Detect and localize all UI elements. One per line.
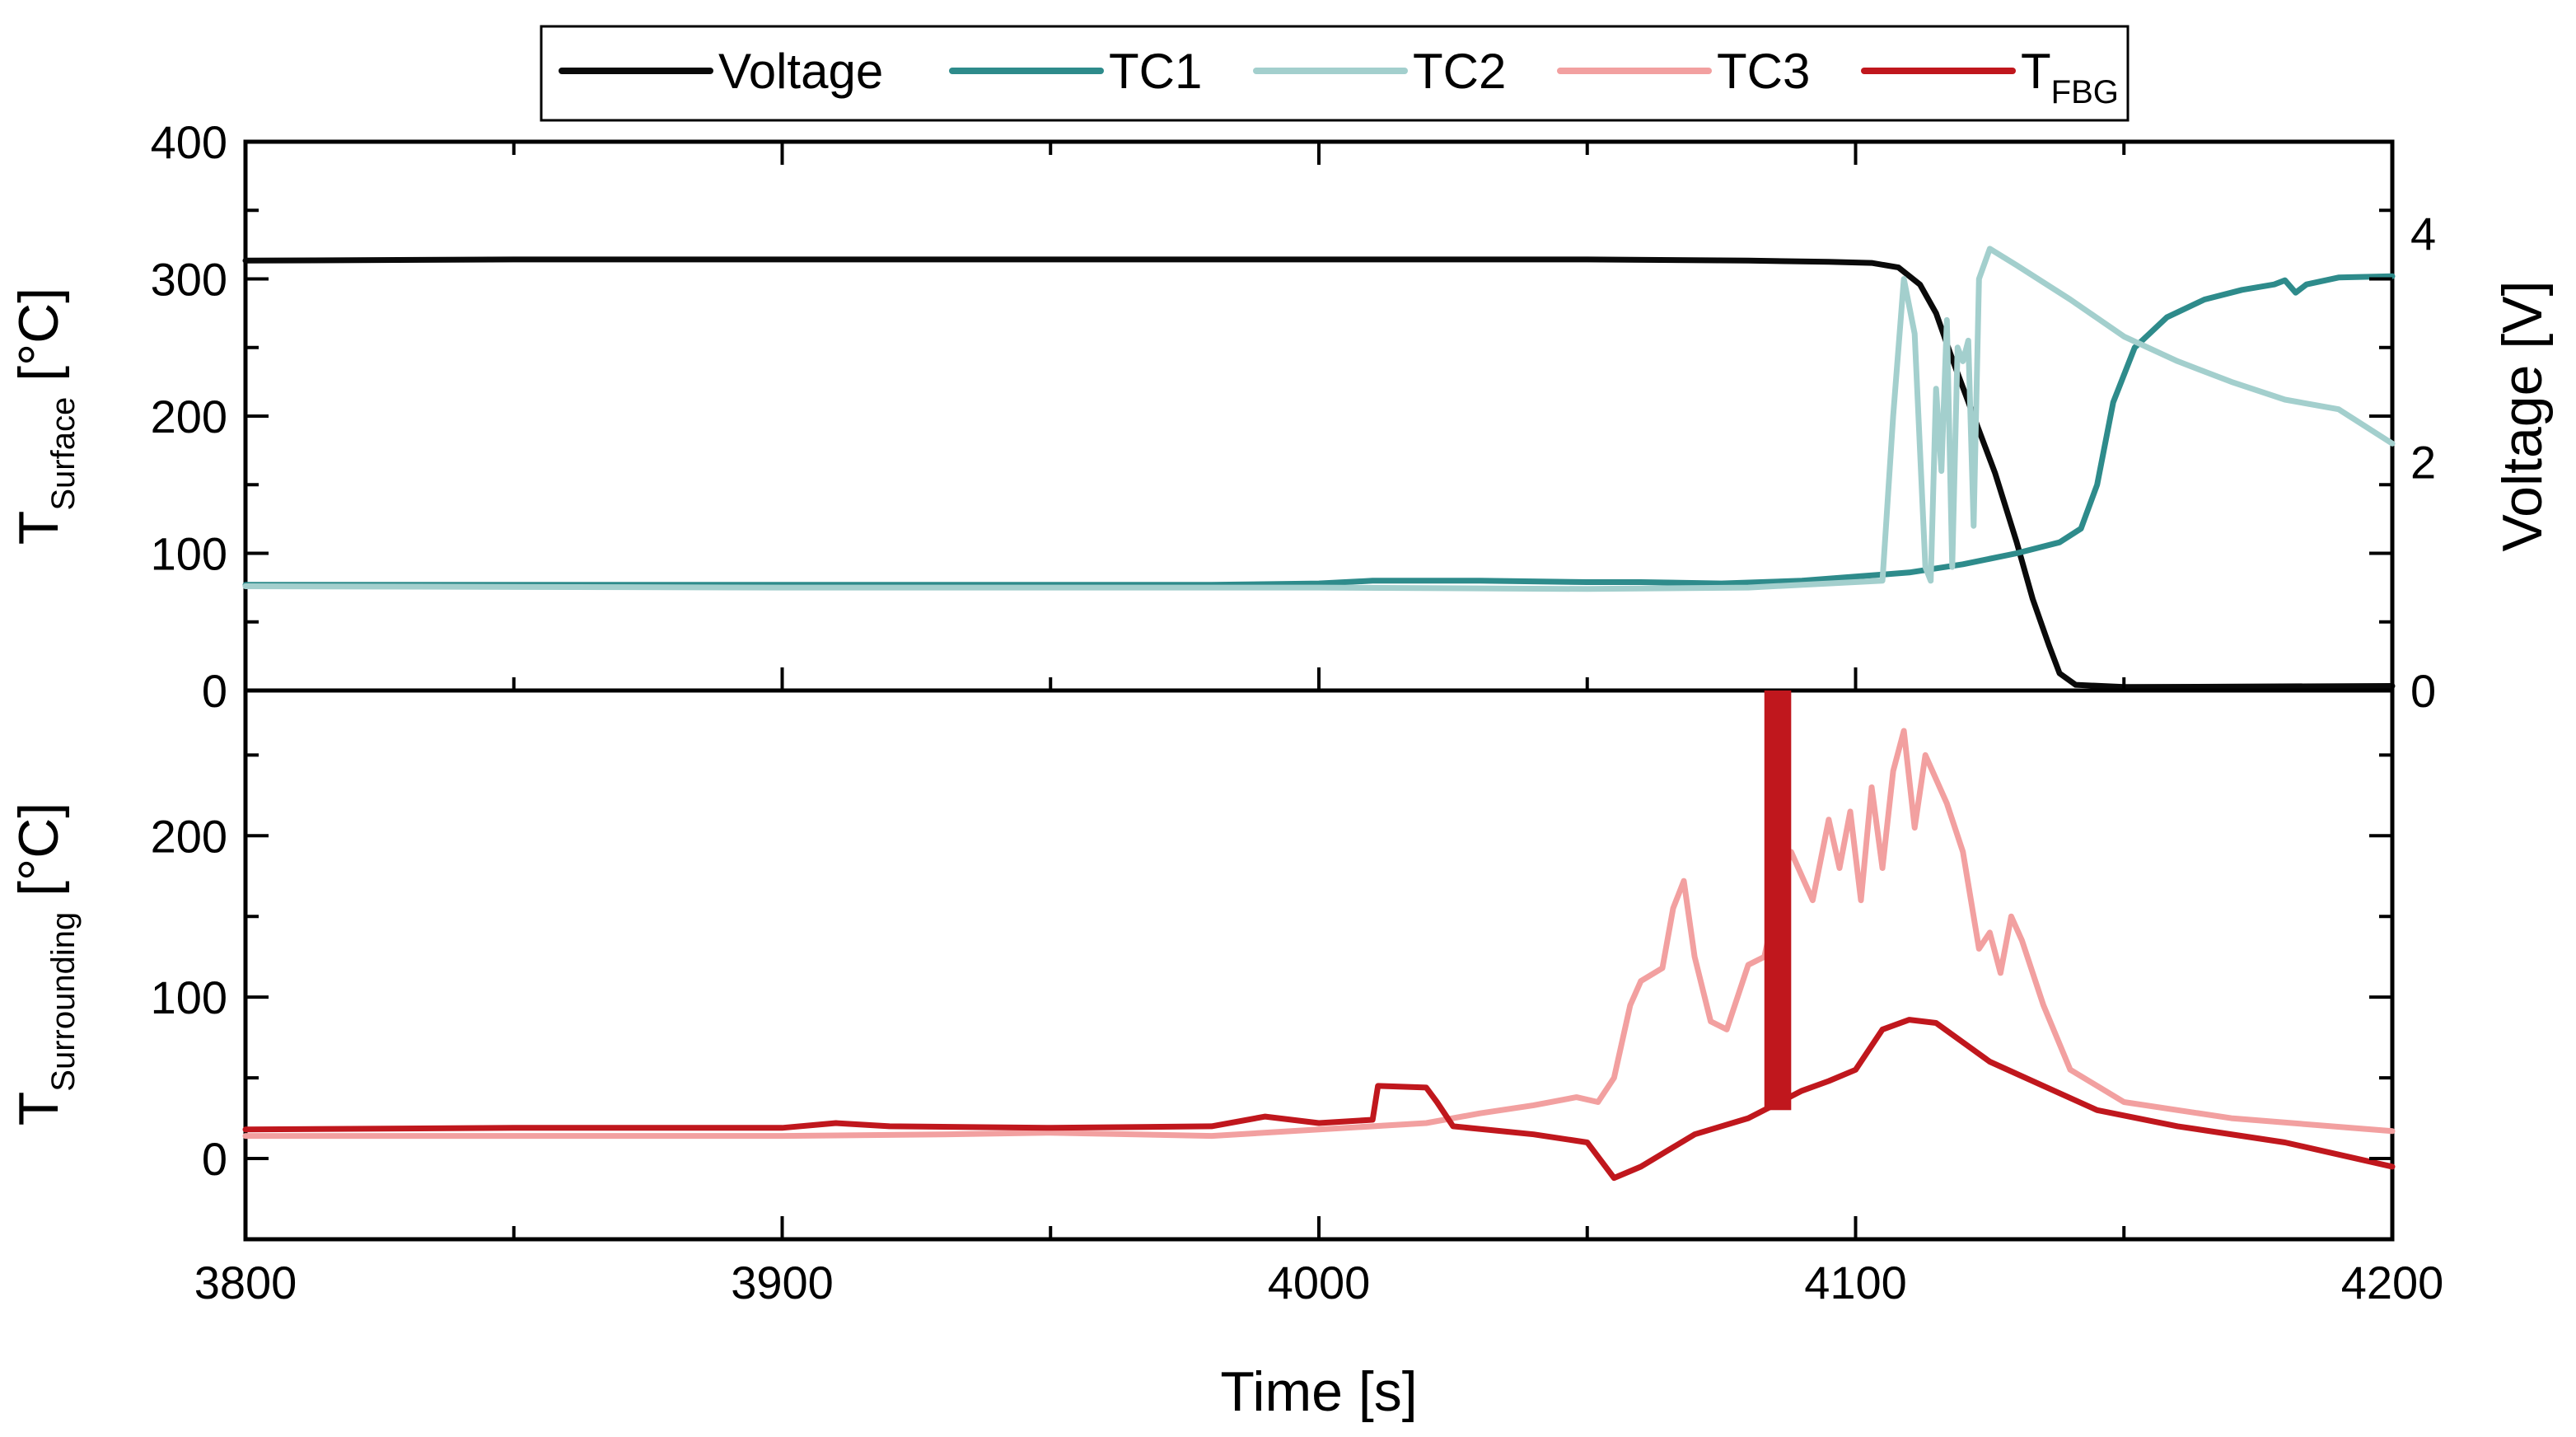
top-y-tick-label: 100 xyxy=(151,528,227,580)
x-tick-label: 4000 xyxy=(1268,1257,1371,1308)
x-axis-title: Time [s] xyxy=(1220,1360,1417,1423)
bottom-y-tick-label: 200 xyxy=(151,810,227,862)
bottom-y-tick-label: 0 xyxy=(202,1133,227,1185)
legend-label-tc2: TC2 xyxy=(1413,44,1506,99)
top-y2-tick-label: 0 xyxy=(2410,665,2436,717)
top-y-tick-label: 200 xyxy=(151,391,227,442)
x-tick-label: 4200 xyxy=(2341,1257,2444,1308)
series-line-tfbg xyxy=(242,1017,2396,1182)
tfbg-gap-band xyxy=(1764,690,1792,1111)
legend-label-voltage: Voltage xyxy=(718,44,883,99)
series-line-voltage xyxy=(242,256,2396,690)
top-y-axis-title: TSurface [°C] xyxy=(7,288,82,545)
top-plot-frame xyxy=(243,139,2395,693)
legend-label-tc3: TC3 xyxy=(1717,44,1810,99)
top-y2-tick-label: 2 xyxy=(2410,437,2436,489)
bottom-plot-frame xyxy=(243,688,2395,1242)
series-line-tc1 xyxy=(242,273,2396,588)
x-tick-label: 3900 xyxy=(731,1257,834,1308)
legend-label-tfbg: TFBG xyxy=(2021,44,2119,110)
top-y-tick-label: 0 xyxy=(202,665,227,717)
legend-label-tc1: TC1 xyxy=(1109,44,1202,99)
series-line-tc3 xyxy=(242,728,2396,1140)
x-axis: 3800 3900 4000 4100 4200 Time [s] xyxy=(194,142,2444,1423)
bottom-panel: 0 100 200 TSurrounding [°C] xyxy=(7,688,2396,1242)
legend: Voltage TC1 TC2 TC3 TFBG xyxy=(540,25,2130,122)
x-tick-label: 3800 xyxy=(194,1257,297,1308)
top-y2-axis-title: Voltage [V] xyxy=(2491,281,2554,552)
top-panel: 0 100 200 300 400 0 2 4 TSurface [°C] Voltage [… xyxy=(7,116,2554,717)
bottom-y-tick-label: 100 xyxy=(151,971,227,1023)
top-y2-tick-label: 4 xyxy=(2410,208,2436,260)
top-y-tick-label: 300 xyxy=(151,254,227,306)
series-line-tc2 xyxy=(242,246,2396,592)
top-y-tick-label: 400 xyxy=(151,116,227,168)
x-tick-label: 4100 xyxy=(1804,1257,1907,1308)
bottom-y-axis-title: TSurrounding [°C] xyxy=(7,803,82,1126)
